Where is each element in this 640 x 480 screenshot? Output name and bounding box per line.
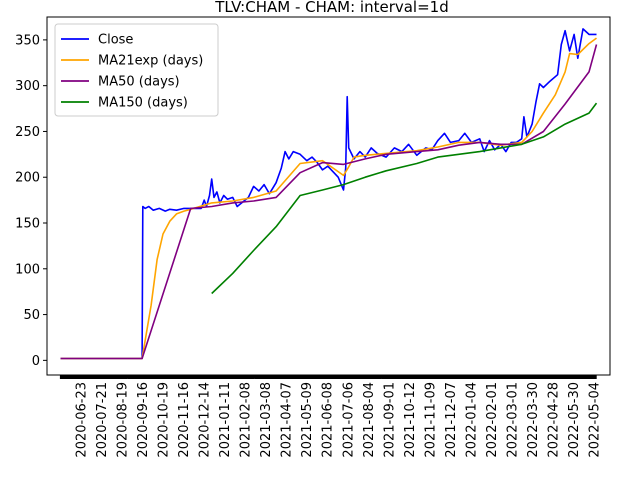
series-line-3 [211, 102, 598, 295]
x-tick-label: 2021-03-08 [259, 382, 274, 458]
x-tick-label: 2021-10-12 [403, 382, 418, 458]
x-tick-label: 2022-04-28 [547, 382, 562, 458]
y-tick-label: 250 [15, 125, 40, 140]
legend-label: Close [98, 33, 133, 48]
y-tick-label: 50 [23, 308, 40, 323]
x-tick-label: 2021-11-09 [423, 382, 438, 458]
x-tick-label: 2022-01-04 [464, 382, 479, 458]
x-tick-marks [59, 375, 597, 379]
y-tick-label: 200 [15, 171, 40, 186]
x-tick-label: 2022-03-01 [505, 382, 520, 458]
x-tick-label: 2020-09-16 [136, 382, 151, 458]
y-tick-label: 100 [15, 262, 40, 277]
x-tick-label: 2022-05-30 [567, 382, 582, 458]
x-tick-label: 2021-09-01 [382, 382, 397, 458]
legend-label: MA150 (days) [98, 96, 188, 111]
legend-box [54, 23, 219, 117]
x-tick-label: 2020-08-19 [116, 382, 131, 458]
legend-label: MA21exp (days) [98, 54, 203, 69]
y-tick-label: 0 [32, 354, 40, 369]
x-tick-label: 2022-03-30 [526, 382, 541, 458]
axes: 0 50 100 150 200 250 300 350 2020-06-23 2020-07-2… [15, 16, 611, 458]
x-tick-label: 2021-04-07 [280, 382, 295, 458]
plot-area [60, 28, 598, 360]
x-tick-label: 2022-02-01 [485, 382, 500, 458]
x-tick-label: 2020-11-16 [177, 382, 192, 458]
x-tick-label: 2021-05-09 [300, 382, 315, 458]
x-tick-label: 2020-12-14 [198, 382, 213, 458]
y-tick-label: 300 [15, 79, 40, 94]
y-tick-label: 150 [15, 217, 40, 232]
series-line-1 [60, 37, 597, 360]
x-tick-label: 2021-06-08 [321, 382, 336, 458]
legend-label: MA50 (days) [98, 75, 180, 90]
series-line-2 [60, 44, 598, 360]
legend: Close MA21exp (days) MA50 (days) MA150 (day… [54, 23, 219, 117]
x-tick-label: 2021-01-11 [218, 382, 233, 458]
x-tick-label: 2021-12-07 [444, 382, 459, 458]
x-tick-label: 2020-06-23 [75, 382, 90, 458]
chart-title: TLV:CHAM - CHAM: interval=1d [214, 0, 448, 16]
x-tick-label: 2021-02-08 [239, 382, 254, 458]
x-tick-label: 2020-10-19 [157, 382, 172, 458]
x-tick-label: 2021-07-06 [341, 382, 356, 458]
x-tick-label: 2021-08-04 [362, 382, 377, 458]
x-tick-label: 2022-05-04 [588, 382, 603, 458]
x-tick-label: 2020-07-21 [95, 382, 110, 458]
y-tick-label: 350 [15, 33, 40, 48]
